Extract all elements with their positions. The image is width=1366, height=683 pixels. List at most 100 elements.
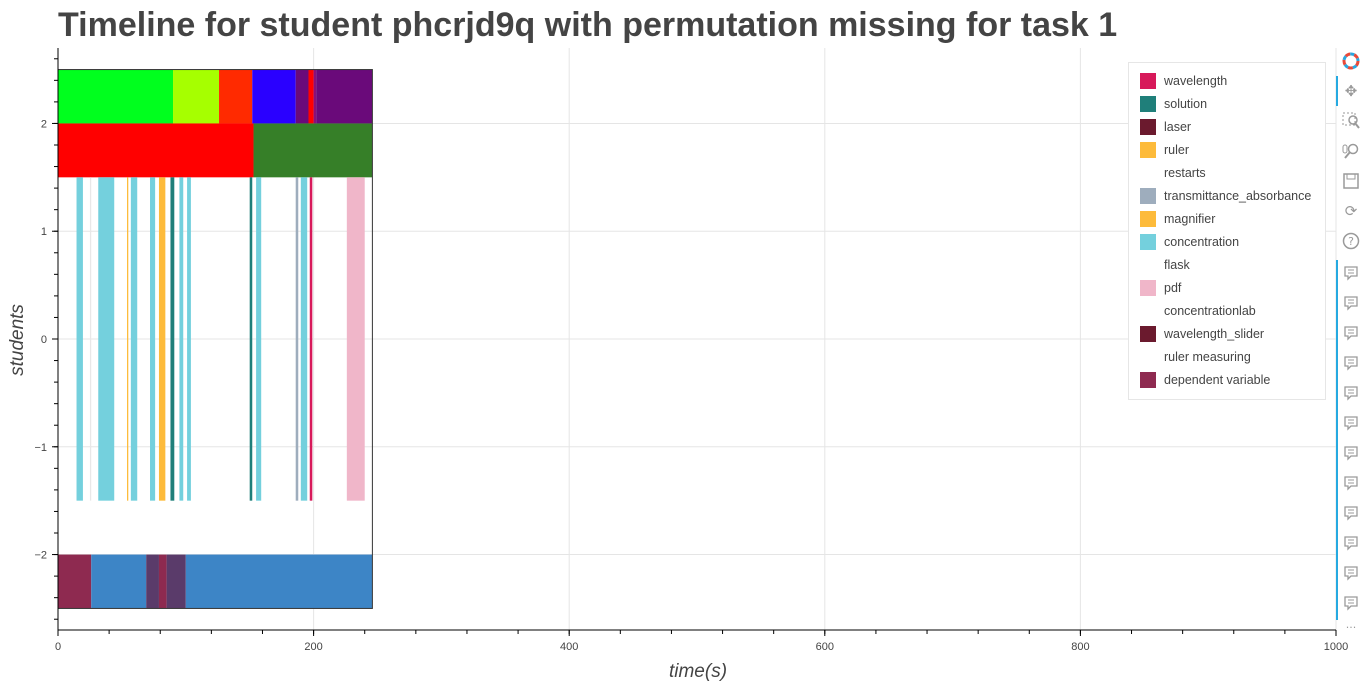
legend-swatch (1140, 326, 1156, 342)
event-strip (249, 177, 253, 501)
legend-swatch (1140, 257, 1156, 273)
svg-text:?: ? (1348, 235, 1354, 248)
chart-title: Timeline for student phcrjd9q with permu… (58, 6, 1118, 44)
timeline-segment (166, 554, 186, 609)
wheel-zoom-icon[interactable] (1340, 140, 1362, 162)
legend-label: dependent variable (1164, 373, 1271, 387)
event-strip (179, 177, 184, 501)
y-tick-label: 2 (41, 118, 47, 130)
hover-tool-icon[interactable] (1340, 532, 1362, 554)
hover-tool-icon[interactable] (1340, 262, 1362, 284)
legend-label: wavelength_slider (1164, 327, 1265, 341)
save-icon[interactable] (1340, 170, 1362, 192)
legend-item[interactable]: concentration (1140, 232, 1239, 252)
legend-label: transmittance_absorbance (1164, 189, 1312, 203)
legend-item[interactable]: magnifier (1140, 209, 1215, 229)
event-strip (76, 177, 83, 501)
timeline-segment (58, 554, 92, 609)
legend-item[interactable]: flask (1140, 255, 1190, 275)
legend-swatch (1140, 142, 1156, 158)
x-tick-label: 400 (560, 641, 578, 653)
legend-item[interactable]: solution (1140, 94, 1207, 114)
legend-swatch (1140, 280, 1156, 296)
timeline-segment (252, 69, 296, 124)
legend-label: ruler measuring (1164, 350, 1251, 364)
legend-item[interactable]: laser (1140, 117, 1191, 137)
legend-swatch (1140, 165, 1156, 181)
legend-item[interactable]: wavelength_slider (1140, 324, 1264, 344)
event-strip (89, 177, 92, 501)
timeline-segment (91, 554, 147, 609)
legend-label: flask (1164, 258, 1190, 272)
more-tools-icon[interactable]: ··· (1345, 620, 1357, 634)
hover-tool-icon[interactable] (1340, 352, 1362, 374)
x-tick-label: 1000 (1324, 641, 1348, 653)
hover-tool-icon[interactable] (1340, 502, 1362, 524)
timeline-bars (57, 69, 373, 609)
legend-item[interactable]: concentrationlab (1140, 301, 1256, 321)
toolbar-active-indicator (1336, 260, 1338, 620)
hover-tool-icon[interactable] (1340, 322, 1362, 344)
hover-tool-icon[interactable] (1340, 562, 1362, 584)
legend-swatch (1140, 234, 1156, 250)
hover-tool-icon[interactable] (1340, 292, 1362, 314)
legend-label: magnifier (1164, 212, 1216, 226)
hover-tool-icon[interactable] (1340, 472, 1362, 494)
hover-tool-icon[interactable] (1340, 592, 1362, 614)
legend-item[interactable]: transmittance_absorbance (1140, 186, 1311, 206)
x-axis-label: time(s) (669, 661, 727, 682)
legend-swatch (1140, 303, 1156, 319)
legend-item[interactable]: dependent variable (1140, 370, 1270, 390)
reset-icon[interactable]: ⟳ (1344, 202, 1358, 220)
help-icon[interactable]: ? (1340, 230, 1362, 252)
timeline-segment (58, 69, 174, 124)
legend-label: concentrationlab (1164, 304, 1256, 318)
y-tick-label: −2 (34, 550, 47, 562)
legend-label: concentration (1164, 235, 1240, 249)
legend-label: ruler (1164, 143, 1190, 157)
hover-tool-icon[interactable] (1340, 382, 1362, 404)
x-tick-label: 200 (304, 641, 322, 653)
timeline-segment (316, 69, 373, 124)
legend-label: wavelength (1164, 74, 1228, 88)
chart-legend: wavelength solution laser ruler restarts tran… (1128, 62, 1326, 400)
legend-item[interactable]: ruler measuring (1140, 347, 1251, 367)
event-strip (98, 177, 115, 501)
x-tick-label: 800 (1071, 641, 1089, 653)
event-strip (295, 177, 299, 501)
timeline-segment (173, 69, 220, 124)
legend-item[interactable]: ruler (1140, 140, 1189, 160)
timeline-segment (295, 69, 309, 124)
bokeh-logo-icon[interactable] (1340, 50, 1362, 72)
legend-swatch (1140, 372, 1156, 388)
event-strip (150, 177, 156, 501)
timeline-segment (58, 123, 254, 178)
event-strip (187, 177, 191, 501)
event-strip (256, 177, 262, 501)
legend-item[interactable]: pdf (1140, 278, 1181, 298)
box-zoom-icon[interactable] (1340, 110, 1362, 132)
legend-item[interactable]: wavelength (1140, 71, 1227, 91)
legend-label: laser (1164, 120, 1192, 134)
legend-swatch (1140, 188, 1156, 204)
timeline-segment (185, 554, 373, 609)
legend-item[interactable]: restarts (1140, 163, 1206, 183)
event-strip (158, 177, 166, 501)
timeline-segment (219, 69, 253, 124)
x-tick-label: 600 (816, 641, 834, 653)
y-tick-label: −1 (34, 442, 47, 454)
event-strip (309, 177, 313, 501)
hover-tool-icon[interactable] (1340, 412, 1362, 434)
hover-tool-icon[interactable] (1340, 442, 1362, 464)
y-tick-label: 1 (41, 226, 47, 238)
plot-toolbar: ✥ ⟳ ? ··· (1336, 48, 1366, 648)
legend-swatch (1140, 211, 1156, 227)
x-tick-label: 0 (55, 641, 61, 653)
event-strip (130, 177, 138, 501)
pan-icon[interactable]: ✥ (1344, 82, 1358, 100)
timeline-segment (146, 554, 159, 609)
toolbar-active-indicator (1336, 76, 1338, 106)
event-strip (170, 177, 175, 501)
event-strip (346, 177, 365, 501)
